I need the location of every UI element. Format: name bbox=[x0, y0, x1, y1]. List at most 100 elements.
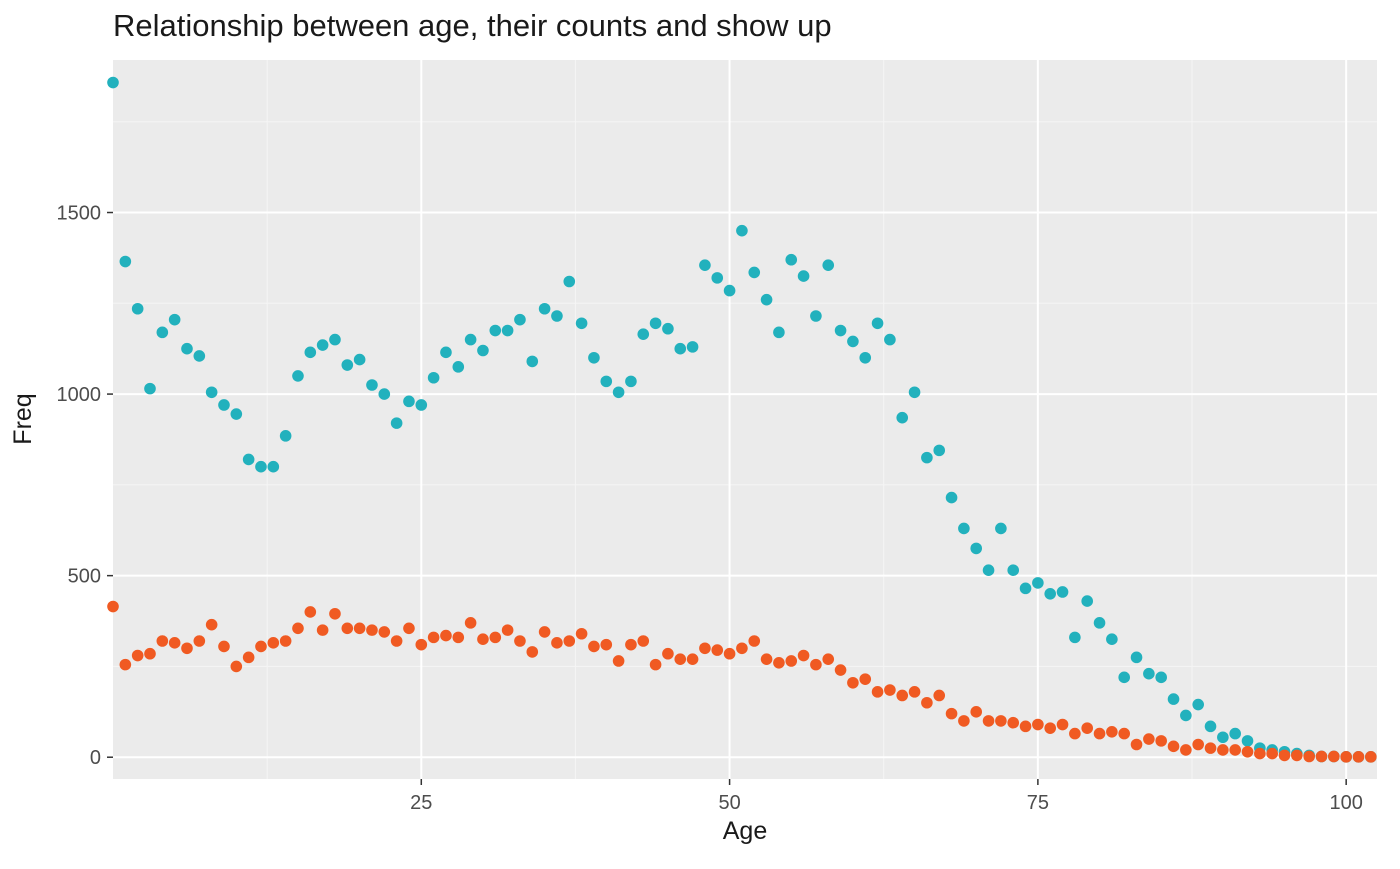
data-point-series-1 bbox=[921, 451, 933, 464]
data-point-series-1 bbox=[748, 266, 761, 279]
data-point-series-2 bbox=[242, 651, 255, 664]
data-point-series-1 bbox=[785, 253, 798, 266]
data-point-series-2 bbox=[403, 622, 415, 635]
data-point-series-1 bbox=[760, 293, 773, 306]
data-point-series-1 bbox=[736, 224, 748, 237]
data-point-series-1 bbox=[945, 491, 958, 504]
data-point-series-1 bbox=[378, 388, 391, 400]
data-point-series-2 bbox=[477, 633, 489, 645]
x-axis-title: Age bbox=[723, 817, 767, 845]
data-point-series-1 bbox=[551, 310, 563, 322]
data-point-series-2 bbox=[1007, 716, 1020, 729]
data-point-series-2 bbox=[1352, 751, 1365, 763]
data-point-series-2 bbox=[1340, 751, 1352, 763]
data-point-series-2 bbox=[921, 696, 933, 709]
y-tick-labels: 0 500 1000 1500 bbox=[57, 203, 102, 770]
data-point-series-2 bbox=[773, 656, 785, 669]
data-point-series-2 bbox=[131, 649, 144, 662]
data-point-series-1 bbox=[390, 417, 403, 429]
data-points bbox=[107, 76, 1377, 763]
data-point-series-1 bbox=[329, 333, 341, 346]
data-point-series-2 bbox=[563, 635, 576, 647]
data-point-series-1 bbox=[119, 255, 132, 268]
data-point-series-2 bbox=[464, 617, 477, 629]
data-point-series-2 bbox=[1266, 747, 1278, 760]
data-point-series-1 bbox=[625, 375, 637, 388]
data-point-series-2 bbox=[859, 673, 872, 685]
data-point-series-1 bbox=[526, 355, 539, 368]
x-tick-label: 25 bbox=[410, 792, 432, 814]
data-point-series-1 bbox=[822, 259, 835, 271]
data-point-series-1 bbox=[1217, 731, 1229, 744]
data-point-series-2 bbox=[1019, 720, 1032, 733]
data-point-series-2 bbox=[945, 707, 958, 720]
data-point-series-2 bbox=[193, 635, 206, 647]
data-point-series-1 bbox=[810, 310, 822, 322]
data-point-series-2 bbox=[1241, 745, 1254, 758]
data-point-series-1 bbox=[575, 317, 588, 330]
data-point-series-1 bbox=[353, 353, 366, 366]
data-point-series-2 bbox=[810, 658, 822, 671]
grid-minor bbox=[113, 60, 1377, 779]
data-point-series-1 bbox=[464, 333, 477, 346]
data-point-series-2 bbox=[797, 649, 810, 662]
data-point-series-1 bbox=[1081, 595, 1094, 607]
data-point-series-1 bbox=[292, 370, 304, 382]
data-point-series-2 bbox=[933, 689, 946, 702]
x-tick-label: 100 bbox=[1329, 792, 1362, 814]
data-point-series-2 bbox=[1167, 740, 1180, 753]
data-point-series-2 bbox=[1044, 722, 1057, 734]
data-point-series-1 bbox=[218, 399, 230, 411]
data-point-series-2 bbox=[908, 686, 921, 698]
data-point-series-2 bbox=[538, 626, 551, 638]
data-point-series-2 bbox=[1278, 749, 1291, 762]
data-point-series-2 bbox=[353, 622, 366, 635]
x-tick-label: 50 bbox=[718, 792, 740, 814]
data-point-series-2 bbox=[785, 655, 798, 667]
data-point-series-1 bbox=[427, 371, 440, 384]
data-point-series-2 bbox=[1180, 744, 1192, 756]
data-point-series-1 bbox=[662, 322, 674, 335]
data-point-series-1 bbox=[1093, 617, 1106, 629]
data-point-series-2 bbox=[612, 655, 625, 667]
data-point-series-2 bbox=[1328, 750, 1340, 763]
y-axis-title: Freq bbox=[9, 393, 37, 444]
data-point-series-2 bbox=[415, 638, 428, 651]
data-point-series-1 bbox=[1204, 720, 1217, 733]
data-point-series-1 bbox=[415, 399, 428, 411]
data-point-series-1 bbox=[674, 342, 687, 355]
data-point-series-1 bbox=[884, 333, 896, 346]
data-point-series-1 bbox=[107, 76, 119, 89]
data-point-series-1 bbox=[1155, 671, 1167, 684]
data-point-series-1 bbox=[1229, 727, 1241, 740]
plot-panel bbox=[113, 60, 1377, 779]
data-point-series-1 bbox=[699, 259, 711, 271]
data-point-series-2 bbox=[378, 626, 391, 638]
data-point-series-1 bbox=[686, 341, 699, 353]
data-point-series-2 bbox=[526, 646, 539, 658]
data-point-series-1 bbox=[279, 430, 292, 442]
data-point-series-2 bbox=[205, 618, 218, 631]
data-point-series-1 bbox=[612, 386, 625, 399]
data-point-series-2 bbox=[748, 635, 761, 647]
data-point-series-1 bbox=[144, 382, 156, 395]
data-point-series-2 bbox=[156, 635, 169, 647]
data-point-series-1 bbox=[255, 460, 267, 473]
data-point-series-2 bbox=[489, 631, 502, 644]
data-point-series-2 bbox=[1204, 742, 1217, 754]
data-point-series-1 bbox=[637, 328, 650, 340]
data-point-series-1 bbox=[181, 342, 193, 355]
data-point-series-2 bbox=[427, 631, 440, 644]
data-point-series-1 bbox=[797, 270, 810, 282]
data-point-series-2 bbox=[267, 637, 280, 649]
data-point-series-2 bbox=[662, 647, 674, 660]
data-point-series-1 bbox=[341, 359, 354, 371]
data-point-series-2 bbox=[884, 684, 896, 696]
axis-ticks bbox=[107, 211, 1347, 785]
data-point-series-1 bbox=[1241, 735, 1254, 747]
data-point-series-2 bbox=[1315, 750, 1328, 763]
data-point-series-2 bbox=[847, 676, 859, 689]
data-point-series-1 bbox=[773, 326, 785, 339]
data-point-series-1 bbox=[995, 522, 1007, 535]
data-point-series-2 bbox=[107, 600, 119, 613]
